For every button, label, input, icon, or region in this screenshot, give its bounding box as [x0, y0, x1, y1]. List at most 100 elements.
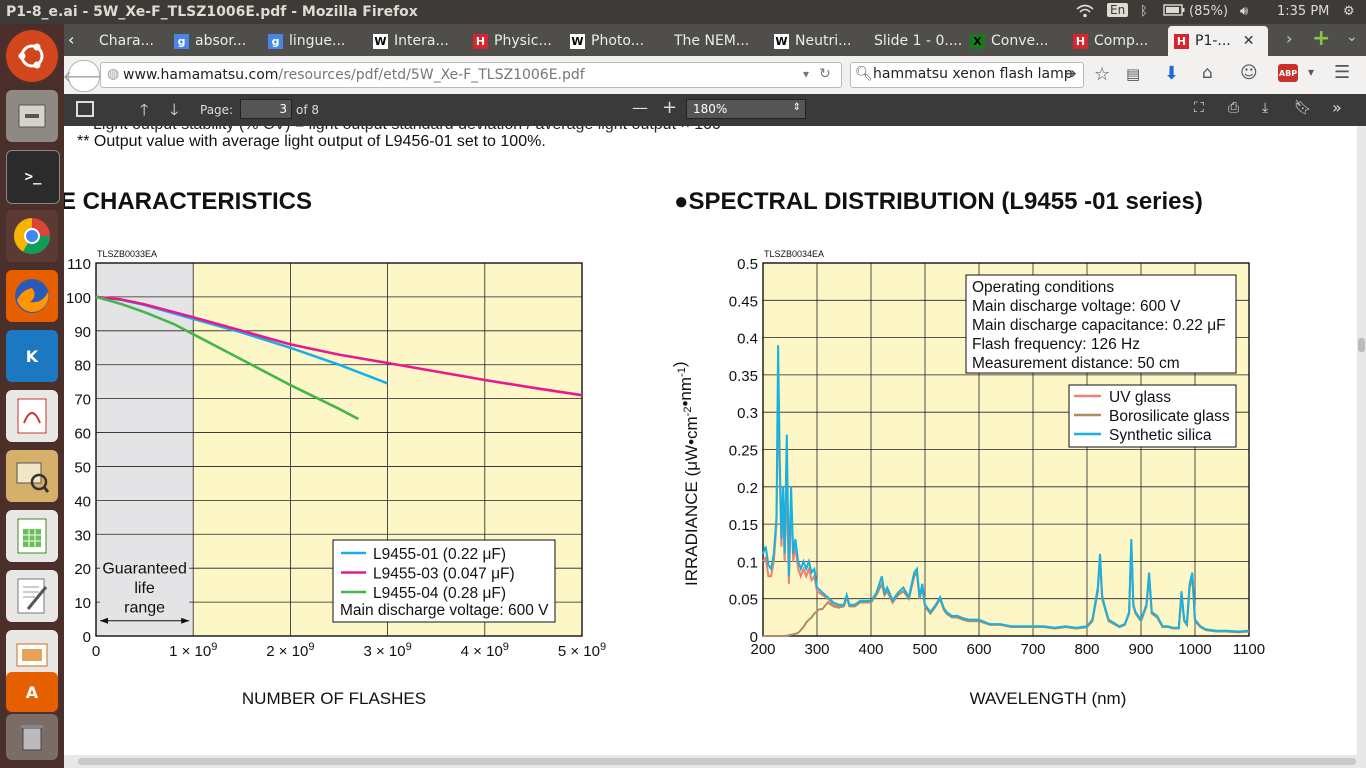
reload-icon[interactable]: ↻	[819, 66, 831, 82]
y-tick-label: 30	[74, 527, 91, 544]
zoom-in-icon[interactable]: +	[662, 97, 678, 118]
series-line	[95, 295, 583, 397]
partial-text-line: Light output stability (% CV) = light ou…	[93, 126, 721, 134]
kile-icon[interactable]: K	[6, 330, 58, 382]
tab-scroll-left-icon[interactable]: ‹	[68, 30, 75, 49]
conditions-box	[965, 274, 1237, 374]
chat-icon[interactable]: ☺	[1240, 63, 1258, 83]
window-title: P1-8_e.ai - 5W_Xe-F_TLSZ1006E.pdf - Mozi…	[6, 4, 418, 20]
bookmark-view-icon[interactable]: 🔖︎	[1294, 100, 1312, 116]
new-tab-icon[interactable]: +	[1312, 26, 1331, 51]
adblock-icon[interactable]: ABP	[1278, 64, 1298, 82]
wifi-icon[interactable]	[1076, 4, 1094, 22]
y-tick-label: 0.1	[737, 554, 758, 571]
zoom-value: 180%	[693, 102, 728, 116]
fullscreen-icon[interactable]: ⛶	[1194, 100, 1204, 116]
software-center-icon[interactable]: A	[6, 672, 58, 712]
y-tick-label: 110	[67, 256, 91, 273]
previous-page-icon[interactable]: 🡑	[140, 100, 149, 119]
bluetooth-icon[interactable]: ᛒ	[1140, 4, 1148, 19]
clock[interactable]: 1:35 PM	[1277, 4, 1330, 19]
page-number-input[interactable]: 3	[240, 99, 292, 119]
menu-icon[interactable]: ☰	[1334, 62, 1351, 83]
tab-label: P1-...	[1195, 33, 1231, 49]
system-top-bar: P1-8_e.ai - 5W_Xe-F_TLSZ1006E.pdf - Mozi…	[0, 0, 1366, 24]
chrome-icon[interactable]	[6, 210, 58, 262]
ubuntu-dash-icon[interactable]	[6, 30, 58, 82]
y-tick-label: 0.25	[729, 443, 758, 460]
text-editor-icon[interactable]	[6, 570, 58, 622]
tab-label: The NEM...	[674, 33, 750, 49]
next-page-icon[interactable]: 🡓	[170, 100, 179, 119]
tab[interactable]: H Physic...	[473, 26, 569, 56]
files-icon[interactable]	[6, 90, 58, 142]
tab[interactable]: W Photo...	[570, 26, 666, 56]
tools-menu-icon[interactable]: »	[1332, 98, 1342, 117]
tab[interactable]: W Neutri...	[774, 26, 870, 56]
volume-icon[interactable]: 🔊︎	[1240, 4, 1249, 19]
tab[interactable]: g absor...	[174, 26, 270, 56]
y-tick-label: 90	[74, 324, 91, 341]
horizontal-scroll-thumb[interactable]	[78, 758, 1356, 765]
url-host: www.hamamatsu.com	[123, 67, 279, 83]
tab[interactable]: Slide 1 - 0....	[874, 26, 970, 56]
zoom-out-icon[interactable]: —	[632, 98, 648, 117]
tab[interactable]: H Comp...	[1073, 26, 1169, 56]
dropdown-arrow-icon[interactable]: ▾	[803, 67, 810, 81]
tab-favicon-icon: H	[473, 33, 488, 49]
tab[interactable]: W Intera...	[373, 26, 469, 56]
sidebar-toggle-icon[interactable]	[76, 101, 94, 117]
globe-icon: ◍	[107, 66, 120, 82]
navigation-bar: 🡐 ◍ www.hamamatsu.com/resources/pdf/etd/…	[63, 56, 1366, 95]
tab-active[interactable]: H P1-... ✕	[1168, 26, 1268, 56]
tab-favicon-icon: W	[774, 33, 789, 49]
image-viewer-icon[interactable]	[6, 450, 58, 502]
tab[interactable]: g lingue...	[268, 26, 364, 56]
y-tick-label: 10	[74, 595, 91, 612]
tab-scroll-right-icon[interactable]: ›	[1286, 29, 1293, 48]
tab-favicon-icon: H	[1073, 33, 1088, 49]
search-box[interactable]: 🔍︎ hammatsu xenon flash lamp ➔	[850, 62, 1084, 88]
home-icon[interactable]: ⌂	[1202, 63, 1213, 83]
url-path: /resources/pdf/etd/5W_Xe-F_TLSZ1006E.pdf	[278, 67, 585, 83]
download-pdf-icon[interactable]: ⤓	[1262, 100, 1269, 116]
battery-icon[interactable]	[1163, 4, 1185, 20]
x-tick-label: 1100	[1233, 641, 1265, 658]
close-tab-icon[interactable]: ✕	[1242, 33, 1255, 49]
legend-label: UV glass	[1109, 389, 1171, 406]
trash-icon[interactable]	[6, 714, 58, 760]
y-tick-label: 0.45	[729, 293, 758, 310]
print-icon[interactable]: ⎙	[1228, 100, 1240, 116]
vertical-scroll-thumb[interactable]	[1358, 338, 1365, 352]
vertical-scrollbar[interactable]	[1357, 126, 1366, 755]
back-button[interactable]: 🡐	[63, 60, 105, 92]
url-bar[interactable]: ◍ www.hamamatsu.com/resources/pdf/etd/5W…	[100, 62, 842, 88]
conditions-line: Flash frequency: 126 Hz	[972, 336, 1140, 353]
horizontal-scrollbar[interactable]	[64, 755, 1366, 768]
battery-percent: (85%)	[1189, 4, 1229, 19]
search-go-icon[interactable]: ➔	[1065, 66, 1077, 82]
keyboard-layout-indicator[interactable]: En	[1107, 3, 1129, 17]
terminal-icon[interactable]: >_	[6, 150, 60, 204]
tab[interactable]: The NEM...	[674, 26, 770, 56]
spreadsheet-icon[interactable]	[6, 510, 58, 562]
bookmark-star-icon[interactable]: ☆	[1094, 64, 1111, 85]
y-tick-label: 0.15	[729, 517, 758, 534]
tab-label: Photo...	[591, 33, 645, 49]
reading-list-icon[interactable]: ▤	[1126, 65, 1141, 83]
right-section-heading: ●SPECTRAL DISTRIBUTION (L9455 -01 series…	[674, 188, 1203, 215]
tab-list-icon[interactable]: ⌄	[1346, 29, 1358, 45]
zoom-select[interactable]: 180% ⇕	[686, 99, 806, 119]
downloads-icon[interactable]: ⬇	[1164, 63, 1180, 84]
power-gear-icon[interactable]: ⚙	[1343, 4, 1355, 19]
y-tick-label: 100	[66, 290, 91, 307]
tab-favicon-icon: W	[373, 33, 388, 49]
x-tick-label: 800	[1074, 641, 1099, 658]
firefox-icon[interactable]	[6, 270, 58, 322]
document-viewer-icon[interactable]	[6, 390, 58, 442]
legend-label: Synthetic silica	[1109, 427, 1212, 444]
tab[interactable]: Chara...	[78, 26, 174, 56]
adblock-menu-arrow-icon[interactable]: ▾	[1308, 65, 1315, 79]
pdf-page: Light output stability (% CV) = light ou…	[64, 126, 1357, 755]
tab[interactable]: X Conve...	[970, 26, 1066, 56]
